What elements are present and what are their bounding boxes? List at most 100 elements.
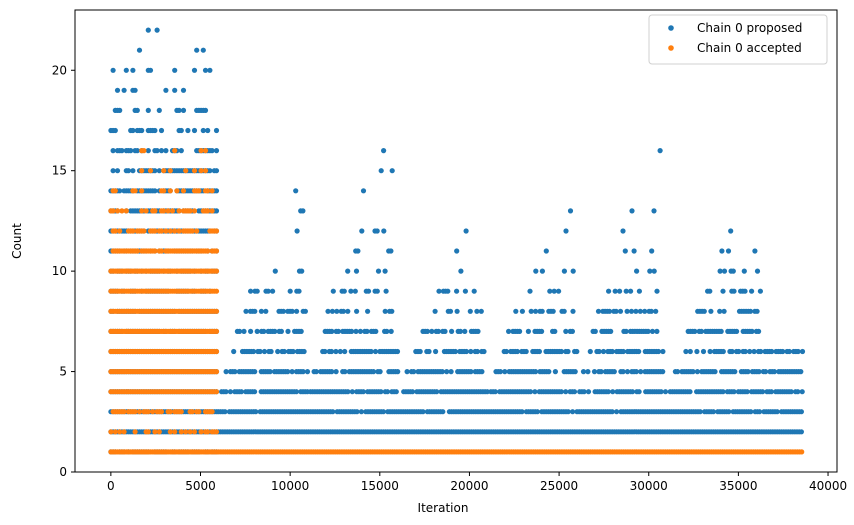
proposed-point [360, 188, 367, 194]
accepted-point [152, 228, 158, 234]
proposed-point [130, 67, 136, 73]
proposed-point [293, 188, 299, 194]
proposed-point [660, 369, 666, 375]
proposed-point [605, 389, 611, 395]
accepted-point [150, 409, 156, 415]
proposed-point [280, 308, 286, 314]
accepted-point [183, 429, 189, 435]
x-tick-label: 35000 [719, 479, 757, 493]
proposed-point [546, 369, 552, 375]
proposed-point [624, 308, 630, 314]
proposed-point [252, 389, 258, 395]
proposed-point [492, 389, 498, 395]
proposed-point [254, 328, 260, 334]
proposed-point [572, 369, 578, 375]
proposed-point [409, 389, 416, 395]
accepted-point [158, 409, 165, 415]
accepted-point [119, 208, 125, 214]
proposed-point [353, 268, 360, 274]
proposed-point [110, 148, 116, 154]
proposed-point [712, 369, 718, 375]
proposed-point [275, 348, 281, 355]
proposed-point [721, 268, 728, 274]
proposed-point [114, 87, 121, 93]
proposed-point [333, 348, 339, 355]
accepted-point [112, 228, 118, 234]
proposed-point [732, 369, 738, 375]
accepted-point [205, 208, 211, 214]
proposed-point [330, 409, 336, 415]
proposed-point [154, 148, 160, 154]
accepted-point [209, 409, 215, 415]
proposed-point [647, 268, 653, 274]
proposed-point [747, 348, 753, 355]
proposed-point [654, 288, 660, 294]
proposed-point [748, 409, 754, 415]
proposed-point [329, 369, 335, 375]
proposed-point [561, 268, 568, 274]
proposed-point [404, 369, 410, 375]
accepted-point [198, 168, 204, 174]
x-tick-label: 5000 [185, 479, 216, 493]
proposed-point [751, 348, 757, 355]
proposed-point [117, 188, 123, 194]
proposed-point [207, 67, 213, 73]
proposed-point [435, 328, 441, 334]
proposed-point [598, 369, 604, 375]
proposed-point [536, 348, 543, 355]
accepted-point [139, 168, 145, 174]
proposed-point [432, 308, 438, 314]
proposed-point [156, 107, 162, 113]
proposed-point [729, 348, 735, 355]
proposed-point [468, 369, 474, 375]
accepted-point [167, 429, 173, 435]
accepted-point [213, 248, 220, 254]
proposed-point [710, 409, 717, 415]
x-tick-label: 10000 [271, 479, 309, 493]
proposed-point [718, 328, 724, 334]
proposed-point [342, 348, 348, 355]
proposed-point [263, 308, 269, 314]
accepted-point [121, 429, 127, 435]
proposed-point [134, 148, 140, 154]
proposed-point [337, 348, 343, 355]
proposed-point [353, 328, 359, 334]
proposed-point [708, 308, 714, 314]
proposed-point [237, 328, 243, 334]
proposed-point [551, 288, 557, 294]
proposed-point [272, 328, 278, 334]
proposed-point [591, 369, 598, 375]
accepted-point [112, 188, 118, 194]
accepted-point [161, 188, 167, 194]
proposed-point [209, 148, 215, 154]
accepted-point [183, 168, 189, 174]
proposed-point [570, 308, 576, 314]
proposed-point [563, 328, 569, 334]
accepted-point [158, 248, 165, 254]
proposed-point [610, 389, 616, 395]
proposed-point [252, 369, 258, 375]
accepted-point [117, 429, 123, 435]
proposed-point [462, 288, 468, 294]
proposed-point [547, 288, 553, 294]
proposed-point [223, 369, 229, 375]
proposed-point [620, 228, 626, 234]
y-tick-label: 20 [52, 63, 67, 77]
proposed-point [447, 308, 454, 314]
proposed-point [758, 348, 764, 355]
proposed-point [720, 348, 726, 355]
proposed-point [448, 369, 454, 375]
accepted-point [213, 429, 220, 435]
proposed-point [334, 308, 340, 314]
proposed-point [444, 369, 450, 375]
x-axis-title: Iteration [418, 501, 469, 515]
proposed-point [749, 288, 755, 294]
proposed-point [457, 328, 463, 334]
proposed-point [609, 409, 615, 415]
proposed-point [433, 348, 439, 355]
proposed-point [112, 127, 118, 134]
proposed-point [300, 208, 306, 214]
proposed-point [132, 87, 138, 93]
proposed-point [462, 328, 468, 334]
